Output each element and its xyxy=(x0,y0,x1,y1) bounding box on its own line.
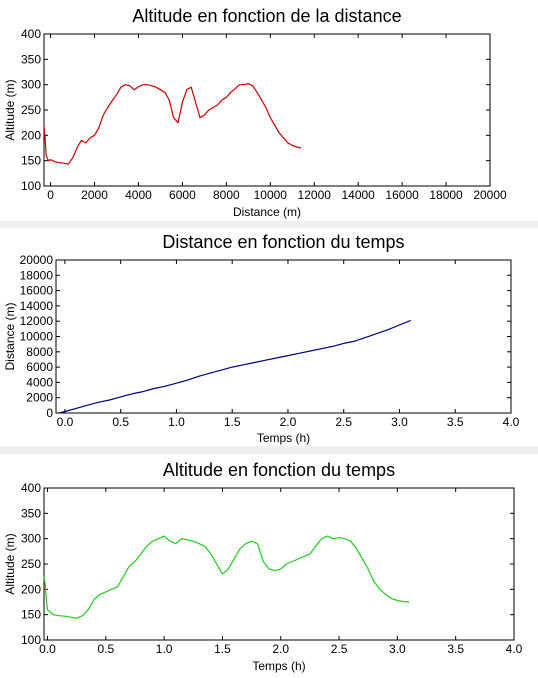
altdist-x-tick-label: 8000 xyxy=(213,188,240,202)
alttime-y-axis-label: Altitude (m) xyxy=(3,533,17,594)
disttime-y-tick-label: 18000 xyxy=(20,268,54,282)
alttime-plot-frame xyxy=(43,487,515,641)
altdist-x-axis-label: Distance (m) xyxy=(233,205,301,219)
alttime-y-tick-label: 200 xyxy=(21,582,41,596)
alttime-x-tick-label: 4.0 xyxy=(506,642,523,656)
alttime-series-line-0 xyxy=(43,535,410,619)
altdist-x-tick-label: 10000 xyxy=(254,188,288,202)
disttime-x-tick-label: 3.0 xyxy=(391,415,408,429)
disttime-x-tick-label: 0.0 xyxy=(57,415,74,429)
alttime-x-tick-label: 0.5 xyxy=(97,642,114,656)
disttime-plot-frame xyxy=(55,259,512,414)
altdist-chart-title: Altitude en fonction de la distance xyxy=(132,6,401,26)
disttime-y-tick-label: 8000 xyxy=(26,345,53,359)
altdist-x-tick-label: 4000 xyxy=(125,188,152,202)
disttime-y-tick-label: 14000 xyxy=(20,299,54,313)
disttime-x-axis-label: Temps (h) xyxy=(257,431,310,445)
altdist-x-tick-label: 12000 xyxy=(298,188,332,202)
disttime-x-tick-label: 3.5 xyxy=(447,415,464,429)
alttime-x-tick-label: 2.0 xyxy=(272,642,289,656)
altdist-y-tick-label: 350 xyxy=(21,52,41,66)
alttime-x-tick-label: 0.0 xyxy=(39,642,56,656)
chart-panel-distance-time: Distance en fonction du temps 0.0 0.5 1.0 1.… xyxy=(0,228,538,446)
alttime-y-tick-label: 150 xyxy=(21,608,41,622)
altdist-x-tick-label: 18000 xyxy=(429,188,463,202)
altdist-x-tick-label: 14000 xyxy=(341,188,375,202)
alttime-y-tick-label: 350 xyxy=(21,506,41,520)
alttime-y-tick-label: 400 xyxy=(21,481,41,495)
altdist-x-tick-label: 2000 xyxy=(81,188,108,202)
altdist-x-tick-label: 16000 xyxy=(385,188,419,202)
chart-svg-distance-time: Distance en fonction du temps 0.0 0.5 1.0 1.… xyxy=(3,232,520,445)
disttime-x-tick-label: 1.0 xyxy=(168,415,185,429)
disttime-y-tick-label: 4000 xyxy=(26,375,53,389)
chart-panel-altitude-distance: Altitude en fonction de la distance 0 2000… xyxy=(0,0,538,221)
alttime-x-axis-label: Temps (h) xyxy=(252,659,305,673)
altdist-x-tick-label: 0 xyxy=(47,188,54,202)
disttime-y-tick-label: 20000 xyxy=(20,253,54,267)
alttime-x-tick-label: 3.0 xyxy=(389,642,406,656)
altdist-y-tick-label: 250 xyxy=(21,103,41,117)
disttime-y-tick-label: 6000 xyxy=(26,360,53,374)
altdist-y-tick-label: 400 xyxy=(21,27,41,41)
disttime-x-tick-label: 2.5 xyxy=(335,415,352,429)
altdist-y-tick-label: 150 xyxy=(21,154,41,168)
disttime-chart-title: Distance en fonction du temps xyxy=(162,232,404,252)
disttime-y-tick-label: 16000 xyxy=(20,284,54,298)
alttime-x-tick-label: 3.5 xyxy=(447,642,464,656)
disttime-x-tick-label: 0.5 xyxy=(112,415,129,429)
alttime-x-tick-label: 1.5 xyxy=(214,642,231,656)
disttime-y-tick-label: 2000 xyxy=(26,391,53,405)
altdist-y-tick-label: 300 xyxy=(21,78,41,92)
alttime-y-tick-label: 250 xyxy=(21,557,41,571)
disttime-y-axis-label: Distance (m) xyxy=(3,302,17,370)
alttime-x-tick-label: 2.5 xyxy=(331,642,348,656)
altdist-y-tick-label: 100 xyxy=(21,179,41,193)
chart-svg-altitude-distance: Altitude en fonction de la distance 0 2000… xyxy=(3,6,507,219)
altdist-series-line-0 xyxy=(43,83,302,165)
chart-svg-altitude-time: Altitude en fonction du temps 0.0 0.5 1.0 1.… xyxy=(3,460,523,673)
disttime-x-tick-label: 2.0 xyxy=(280,415,297,429)
altdist-y-axis-label: Altitude (m) xyxy=(3,79,17,140)
alttime-y-tick-label: 100 xyxy=(21,633,41,647)
disttime-y-tick-label: 0 xyxy=(46,406,53,420)
alttime-chart-title: Altitude en fonction du temps xyxy=(163,460,395,480)
altdist-y-tick-label: 200 xyxy=(21,128,41,142)
alttime-y-tick-label: 300 xyxy=(21,532,41,546)
disttime-series-line-0 xyxy=(59,319,411,414)
disttime-x-tick-label: 1.5 xyxy=(224,415,241,429)
disttime-y-tick-label: 10000 xyxy=(20,330,54,344)
alttime-x-tick-label: 1.0 xyxy=(156,642,173,656)
disttime-y-tick-label: 12000 xyxy=(20,314,54,328)
disttime-x-tick-label: 4.0 xyxy=(503,415,520,429)
altdist-x-tick-label: 6000 xyxy=(169,188,196,202)
chart-panel-altitude-time: Altitude en fonction du temps 0.0 0.5 1.0 1.… xyxy=(0,454,538,678)
altdist-x-tick-label: 20000 xyxy=(473,188,507,202)
